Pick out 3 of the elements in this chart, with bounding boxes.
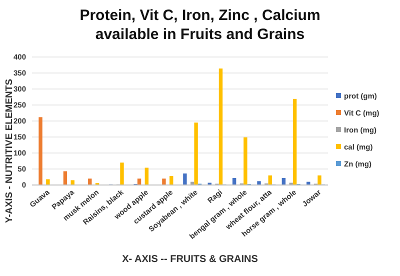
y-axis-title: Y-AXIS - NUTRITIVE ELEMENTS	[4, 78, 15, 224]
chart-title: Protein, Vit C, Iron, Zinc , Calcium available in Fruits and Grains	[80, 7, 320, 43]
x-axis-title: X- AXIS -- FRUITS & GRAINS	[122, 254, 258, 265]
